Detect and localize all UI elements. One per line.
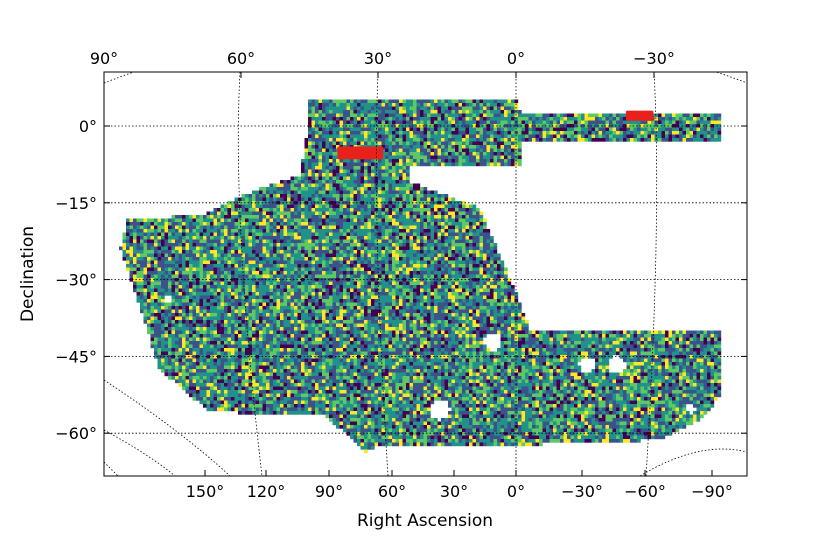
dec-tick-label: −60°	[55, 424, 97, 443]
ra-meridian-line	[375, 72, 389, 476]
x-axis-title: Right Ascension	[357, 511, 493, 531]
top-tick-label: 60°	[227, 49, 255, 68]
top-axis-ticks: 90° 60° 30° 0° −30°	[90, 49, 675, 78]
dec-tick-label: −30°	[55, 271, 97, 290]
bottom-axis-ticks: 150° 120° 90° 60° 30° 0° −30° −60° −90°	[186, 470, 733, 501]
projection-boundary	[639, 448, 747, 476]
dec-tick-label: −45°	[55, 347, 97, 366]
y-axis-title: Declination	[18, 226, 38, 322]
top-tick-label: 90°	[90, 49, 118, 68]
dec-tick-label: 0°	[79, 117, 97, 136]
dec-tick-label: −15°	[55, 194, 97, 213]
survey-footprint	[119, 99, 722, 454]
bottom-tick-label: −30°	[561, 482, 603, 501]
top-tick-label: −30°	[633, 49, 675, 68]
declination-axis-ticks: 0° −15° −30° −45° −60°	[55, 117, 747, 443]
bottom-tick-label: 0°	[507, 482, 525, 501]
bottom-tick-label: −90°	[691, 482, 733, 501]
bottom-tick-label: 150°	[186, 482, 225, 501]
bottom-tick-label: 90°	[315, 482, 343, 501]
ra-meridian-line	[104, 379, 231, 476]
coordinate-grid	[104, 72, 747, 476]
plot-frame	[103, 71, 748, 477]
highlight-regions	[337, 110, 654, 160]
ra-meridian-line	[104, 429, 176, 476]
bottom-tick-label: −60°	[624, 482, 666, 501]
highlight-region-0	[337, 146, 384, 160]
ra-meridian-line	[104, 461, 119, 476]
bottom-tick-label: 30°	[440, 482, 468, 501]
bottom-tick-label: 60°	[378, 482, 406, 501]
ra-meridian-line	[237, 72, 263, 476]
highlight-region-1	[625, 110, 654, 121]
bottom-tick-label: 120°	[247, 482, 286, 501]
top-tick-label: 0°	[507, 49, 525, 68]
ra-meridian-line	[645, 72, 658, 476]
top-tick-label: 30°	[364, 49, 392, 68]
